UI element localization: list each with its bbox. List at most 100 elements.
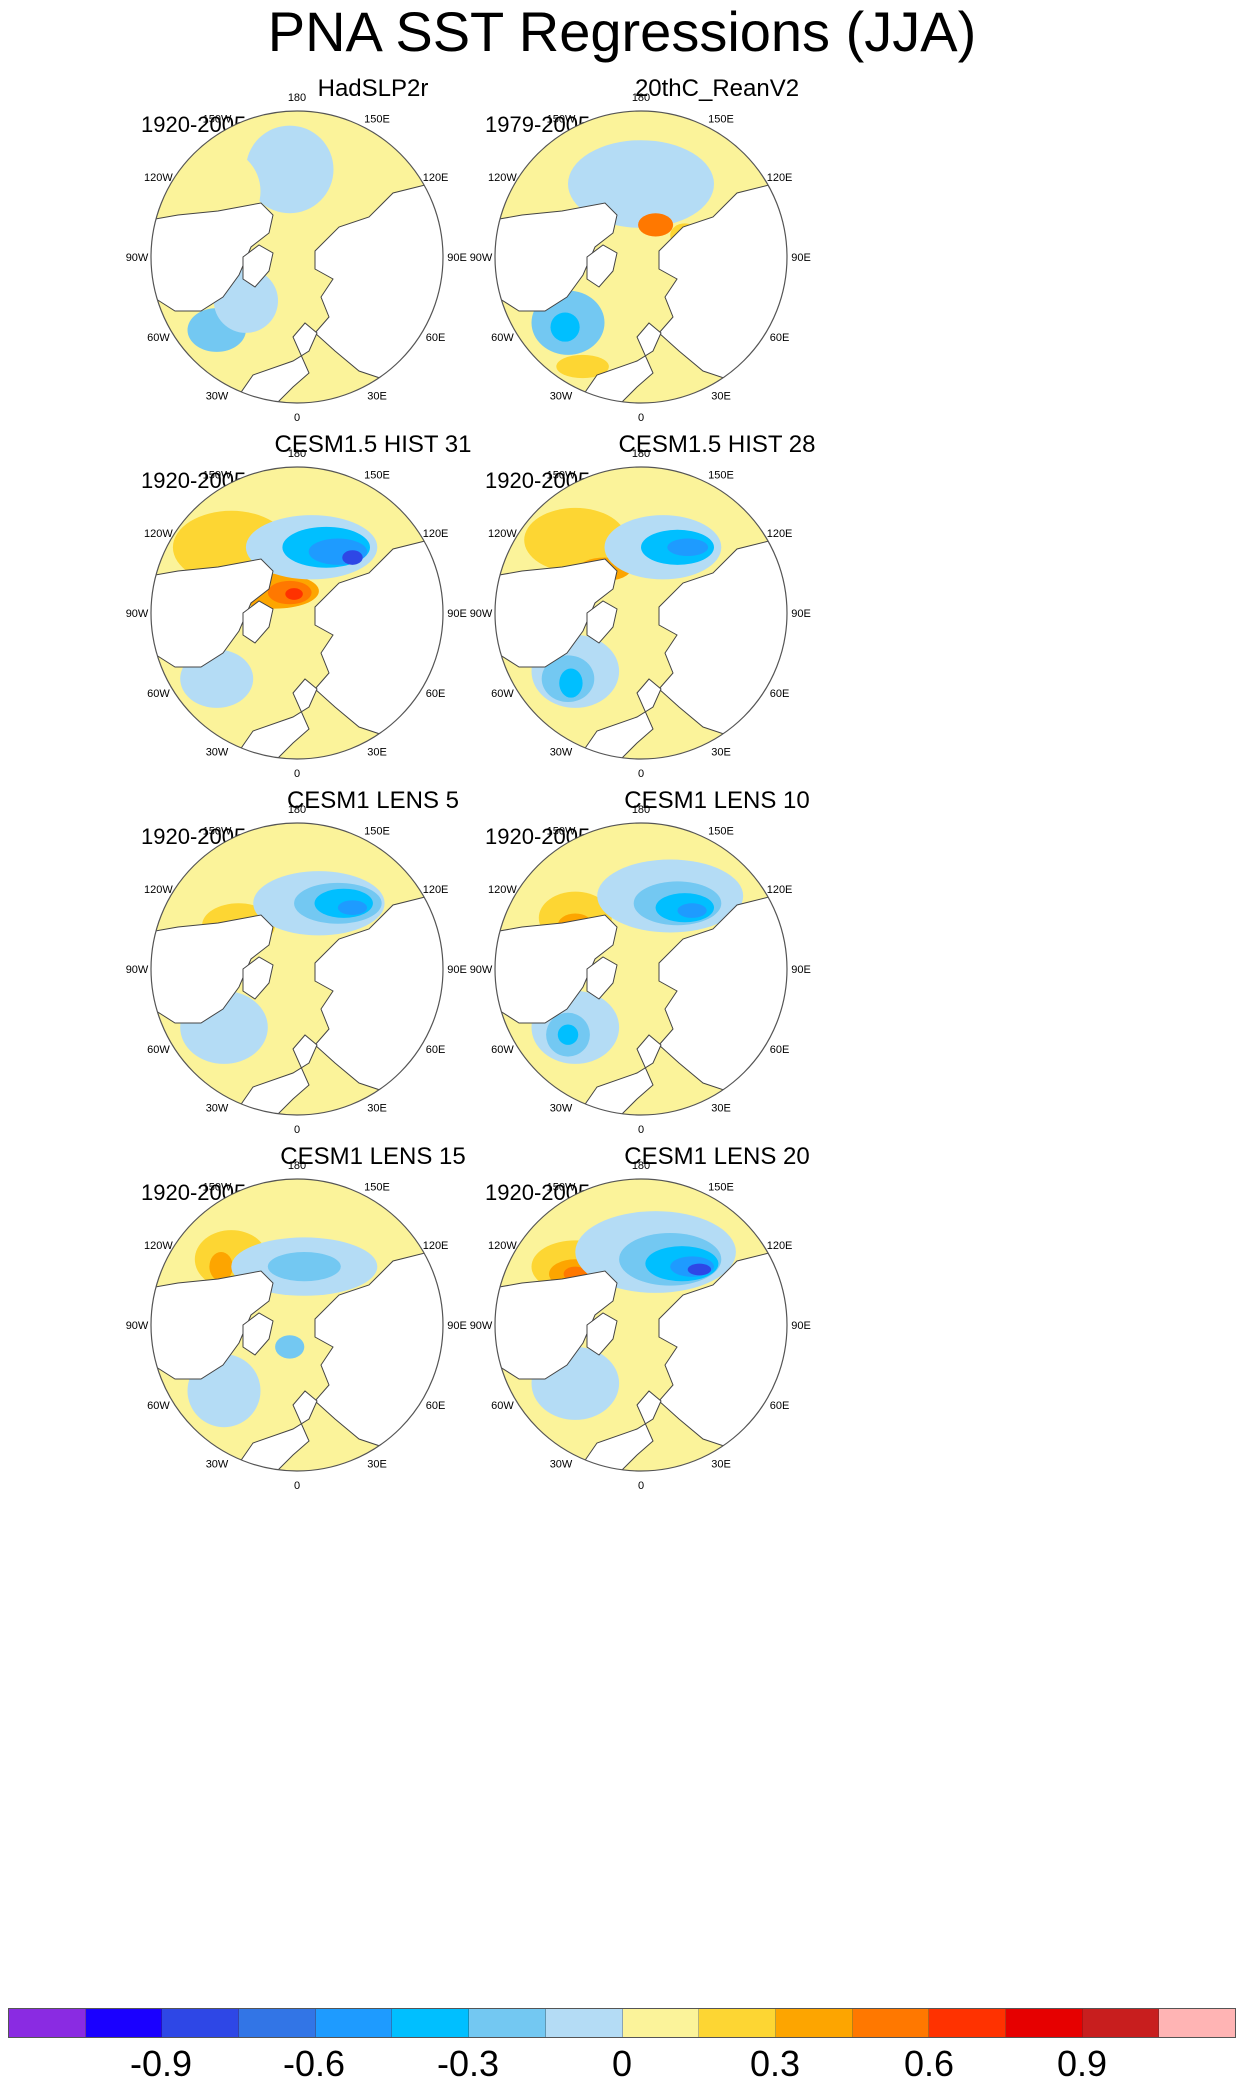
colorbar-box: [239, 2009, 316, 2037]
anomaly-blob: [524, 507, 627, 573]
longitude-label: 60E: [770, 332, 790, 344]
colorbar-label: 0.3: [749, 2043, 801, 2084]
longitude-label: 120W: [144, 528, 173, 540]
anomaly-blob: [209, 1252, 233, 1282]
polar-map: 180 150E 120E 90E 60E 30E 0 30W 60W 90W 120W 150W: [126, 1160, 467, 1492]
land-europe: [578, 1034, 662, 1115]
longitude-label: 120E: [767, 1240, 793, 1252]
longitude-label: 120E: [767, 172, 793, 184]
longitude-label: 180: [288, 1160, 306, 1172]
longitude-label: 90E: [447, 608, 467, 620]
longitude-label: 30E: [711, 747, 731, 759]
longitude-label: 120W: [144, 172, 173, 184]
longitude-label: 90W: [470, 964, 493, 976]
longitude-label: 30E: [711, 1459, 731, 1471]
longitude-label: 90E: [791, 252, 811, 264]
land-europe: [234, 322, 318, 403]
colorbar-box: [1159, 2009, 1235, 2037]
map-rim: [150, 822, 444, 1116]
longitude-label: 120E: [767, 884, 793, 896]
land-greenland: [242, 956, 274, 1000]
longitude-label: 0: [294, 768, 300, 780]
land-europe: [234, 678, 318, 759]
longitude-label: 180: [632, 1160, 650, 1172]
longitude-label: 90W: [470, 608, 493, 620]
map-field: [151, 1179, 443, 1471]
longitude-label: 90E: [791, 608, 811, 620]
anomaly-blob: [245, 125, 334, 214]
longitude-label: 120W: [488, 528, 517, 540]
longitude-label: 120W: [144, 1240, 173, 1252]
land-greenland: [586, 956, 618, 1000]
longitude-label: 150W: [547, 113, 576, 125]
colorbar-label: 0.6: [903, 2043, 955, 2084]
longitude-label: 120W: [144, 884, 173, 896]
longitude-label: 0: [638, 768, 644, 780]
colorbar-label: -0.9: [129, 2043, 193, 2084]
polar-map: 180 150E 120E 90E 60E 30E 0 30W 60W 90W 120W 150W: [470, 1160, 811, 1492]
map-panel-7: CESM1 LENS 15 1920-2005 180 150E 120E 90E 60…: [126, 1143, 603, 1603]
anomaly-blob: [550, 312, 580, 342]
longitude-label: 120W: [488, 172, 517, 184]
map-panel-4: CESM1.5 HIST 28 1920-2005 180 150E 120E 90E…: [470, 431, 947, 891]
longitude-label: 30E: [711, 391, 731, 403]
colorbar-label: 0: [611, 2043, 633, 2084]
longitude-label: 90W: [126, 1320, 149, 1332]
longitude-label: 0: [294, 1124, 300, 1136]
map-rim: [494, 1178, 788, 1472]
longitude-label: 60E: [426, 688, 446, 700]
colorbar-box: [1082, 2009, 1160, 2037]
longitude-label: 150W: [203, 469, 232, 481]
longitude-label: 180: [632, 804, 650, 816]
longitude-label: 0: [638, 1124, 644, 1136]
longitude-label: 90E: [447, 1320, 467, 1332]
longitude-label: 120W: [488, 884, 517, 896]
anomaly-blob: [556, 354, 609, 379]
panel-title: CESM1.5 HIST 28: [618, 431, 816, 458]
longitude-label: 0: [294, 1480, 300, 1492]
longitude-label: 180: [632, 448, 650, 460]
polar-map: 180 150E 120E 90E 60E 30E 0 30W 60W 90W 120W 150W: [470, 804, 811, 1136]
map-panel-2: 20thC_ReanV2 1979-2005 180 150E 120E 90E 60E…: [470, 75, 947, 535]
map-field: [151, 467, 443, 759]
longitude-label: 180: [288, 92, 306, 104]
longitude-label: 60W: [147, 1044, 170, 1056]
colorbar-box: [9, 2009, 86, 2037]
longitude-label: 30E: [367, 1459, 387, 1471]
colorbar-label: -0.3: [436, 2043, 500, 2084]
longitude-label: 120E: [423, 1240, 449, 1252]
longitude-label: 0: [638, 1480, 644, 1492]
panel-title: CESM1 LENS 5: [286, 787, 460, 814]
colorbar-box: [775, 2009, 853, 2037]
longitude-label: 180: [288, 804, 306, 816]
longitude-label: 150W: [547, 469, 576, 481]
anomaly-blob: [342, 550, 363, 565]
longitude-label: 120E: [423, 528, 449, 540]
colorbar-box: [315, 2009, 393, 2037]
anomaly-blob: [687, 1263, 712, 1276]
map-field: [495, 1179, 787, 1471]
map-panel-1: HadSLP2r 1920-2005 180 150E 120E 90E 60E 30E 0…: [126, 75, 603, 535]
longitude-label: 120W: [488, 1240, 517, 1252]
longitude-label: 30E: [367, 1103, 387, 1115]
longitude-label: 150W: [547, 825, 576, 837]
land-europe: [578, 1390, 662, 1471]
longitude-label: 0: [294, 412, 300, 424]
longitude-label: 60E: [770, 1400, 790, 1412]
panel-title: CESM1 LENS 20: [624, 1143, 810, 1170]
map-rim: [150, 466, 444, 760]
longitude-label: 150E: [364, 825, 390, 837]
longitude-label: 90W: [470, 252, 493, 264]
land-europe: [578, 678, 662, 759]
longitude-label: 150W: [203, 113, 232, 125]
longitude-label: 30E: [367, 747, 387, 759]
longitude-label: 150E: [708, 1181, 734, 1193]
longitude-label: 60E: [426, 1400, 446, 1412]
longitude-label: 90E: [447, 964, 467, 976]
longitude-label: 120E: [423, 884, 449, 896]
polar-map: 180 150E 120E 90E 60E 30E 0 30W 60W 90W 120W 150W: [126, 92, 467, 424]
colorbar-box: [622, 2009, 700, 2037]
longitude-label: 30W: [206, 1459, 229, 1471]
longitude-label: 120E: [767, 528, 793, 540]
land-europe: [234, 1390, 318, 1471]
